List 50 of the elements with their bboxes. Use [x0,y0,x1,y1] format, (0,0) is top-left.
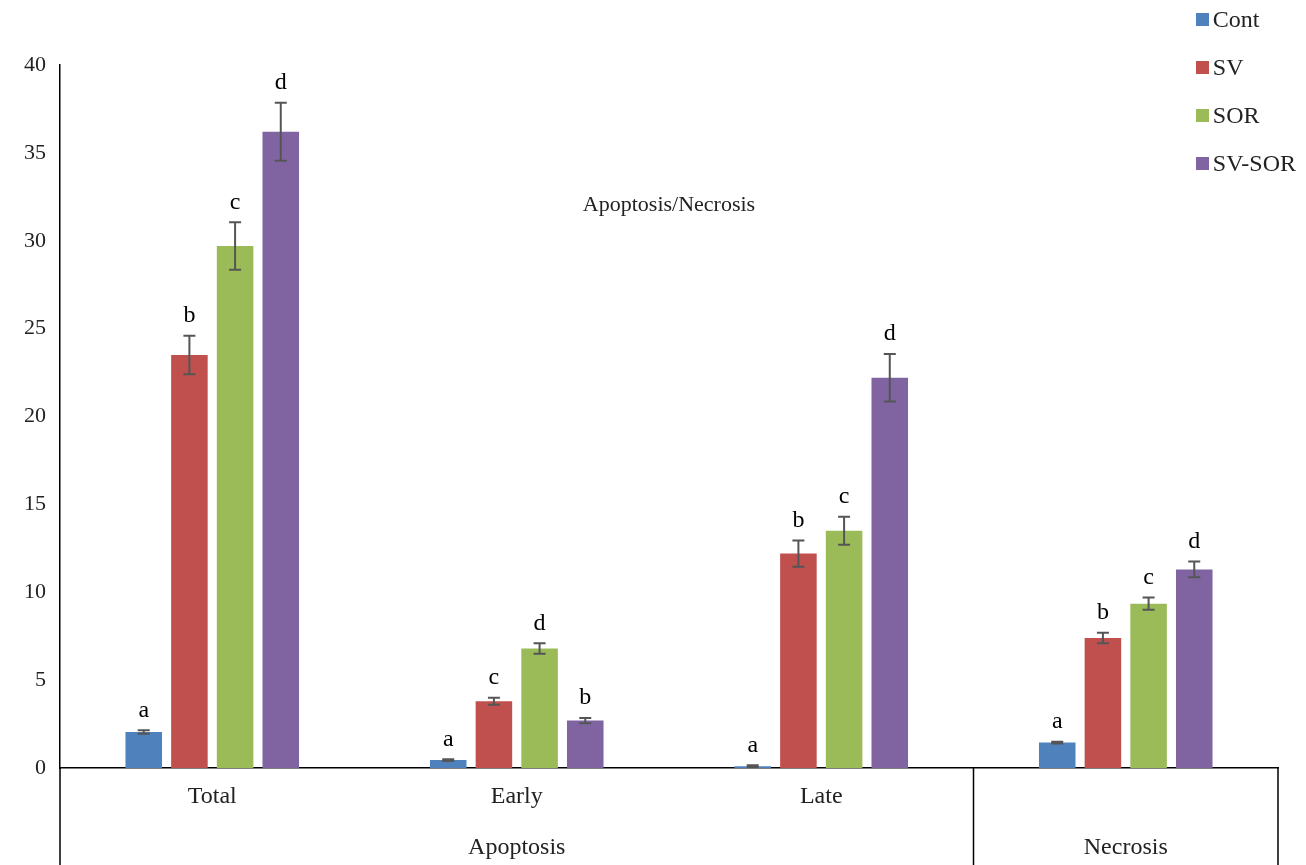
bar [125,731,163,768]
bar [171,354,208,768]
legend-label: SV-SOR [1212,149,1296,177]
x-tick-label: Total [187,781,238,808]
data-label: b [1096,597,1109,624]
text: Apoptosis/Necrosis [582,191,756,217]
data-label: b [792,505,805,532]
y-tick-label: 30 [24,226,46,252]
legend-label: Cont [1212,5,1260,33]
data-label: d [274,68,287,95]
legend-label: SOR [1212,101,1260,129]
data-label: c [488,663,500,689]
data-label: d [883,319,896,346]
data-label: a [442,724,454,751]
data-label: d [533,608,546,635]
bar [566,720,604,768]
bar [216,246,254,768]
bar [825,530,863,768]
data-label: a [138,695,150,722]
data-label: c [838,481,850,508]
x-tick-label: Late [799,781,843,808]
data-label: c [1143,562,1154,589]
text: Apoptosis [468,833,566,860]
bar [1130,603,1167,768]
data-label: c [229,187,241,214]
bar [1175,569,1213,768]
bar [871,377,909,768]
bar [521,648,558,768]
y-tick-label: 0 [35,753,46,779]
y-tick-label: 25 [24,314,46,340]
bar [475,701,513,768]
text: Necrosis [1083,833,1168,860]
x-tick-label: Early [490,781,543,808]
y-tick-label: 5 [35,665,46,691]
bar [780,553,817,768]
legend-label: SV [1212,53,1244,81]
y-tick-label: 35 [24,138,46,164]
bar [1038,742,1076,768]
y-tick-label: 20 [24,402,46,428]
data-label: a [1051,706,1063,733]
bar [429,760,467,768]
y-tick-label: 15 [24,490,46,516]
data-label: a [747,730,759,757]
data-label: b [183,300,196,327]
bar [1084,637,1122,768]
y-tick-label: 40 [24,50,46,76]
data-label: b [579,683,592,710]
y-tick-label: 10 [24,578,46,604]
data-label: d [1188,526,1201,553]
bar [262,131,300,768]
